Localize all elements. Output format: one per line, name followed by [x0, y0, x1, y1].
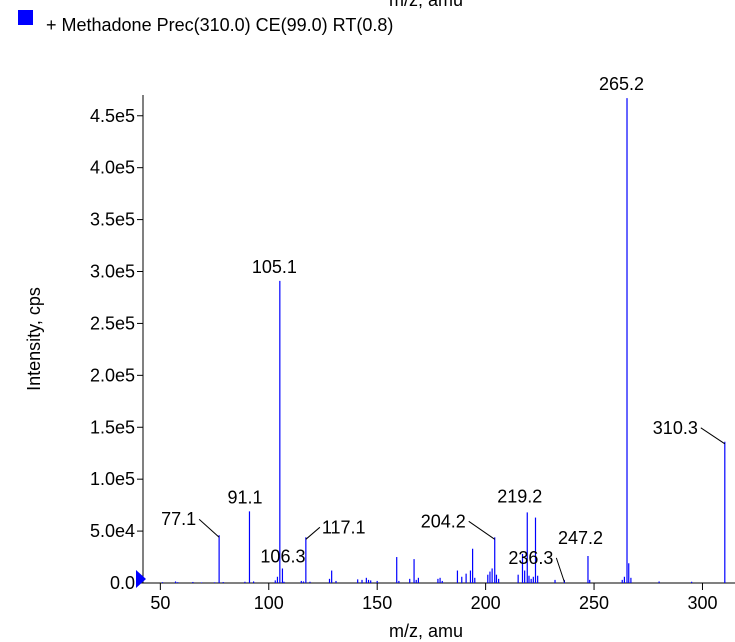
- y-axis-title: Intensity, cps: [24, 287, 44, 391]
- peak-label-leader: [700, 427, 726, 445]
- peak-label: 247.2: [558, 528, 603, 548]
- y-axis-ticks: 0.0 5.0e4 1.0e5 1.5e5 2.0e5 2.5e5 3.0e5 3.5e5 4.…: [90, 106, 143, 593]
- x-tick-label: 250: [579, 593, 609, 613]
- spectrum-peaks: [161, 98, 726, 583]
- peak-label: 91.1: [227, 487, 262, 507]
- x-axis-ticks: 50 100 150 200 250 300: [150, 583, 717, 613]
- y-tick-label: 1.5e5: [90, 417, 135, 437]
- peak-label: 117.1: [322, 517, 366, 537]
- legend-label: + Methadone Prec(310.0) CE(99.0) RT(0.8): [46, 15, 393, 35]
- peak-label-leader: [555, 557, 565, 583]
- peak-label-leader: [198, 518, 220, 538]
- peak-annotations: 77.1 91.1 105.1 106.3 117.1 204.2 219.2 236.324…: [161, 74, 726, 583]
- peak-label: 219.2: [497, 486, 542, 506]
- y-tick-label: 3.5e5: [90, 210, 135, 230]
- peak-label: 105.1: [252, 257, 297, 277]
- peak-label: 77.1: [161, 509, 196, 529]
- y-tick-label: 4.5e5: [90, 106, 135, 126]
- peak-label: 204.2: [421, 511, 466, 531]
- y-tick-label: 1.0e5: [90, 469, 135, 489]
- x-axis-title: m/z, amu: [389, 621, 463, 641]
- y-tick-label: 5.0e4: [90, 521, 135, 541]
- y-tick-label: 4.0e5: [90, 158, 135, 178]
- x-tick-label: 150: [362, 593, 392, 613]
- peak-label: 236.3: [508, 548, 553, 568]
- x-tick-label: 100: [254, 593, 284, 613]
- axes: 0.0 5.0e4 1.0e5 1.5e5 2.0e5 2.5e5 3.0e5 3.5e5 4.…: [90, 95, 735, 613]
- x-tick-label: 50: [150, 593, 170, 613]
- clipped-axis-label: m/z, amu: [389, 0, 463, 10]
- y-tick-label: 3.0e5: [90, 262, 135, 282]
- y-tick-label: 2.0e5: [90, 365, 135, 385]
- y-tick-label: 2.5e5: [90, 313, 135, 333]
- peak-label: 265.2: [599, 74, 644, 94]
- peak-label-leader: [468, 520, 496, 540]
- origin-marker-icon: [136, 570, 146, 588]
- x-tick-label: 200: [471, 593, 501, 613]
- peak-label: 106.3: [260, 546, 305, 566]
- x-tick-label: 300: [687, 593, 717, 613]
- y-tick-label: 0.0: [110, 573, 135, 593]
- peak-label: 310.3: [653, 418, 698, 438]
- legend-marker-square: [18, 10, 33, 25]
- peak-label-leader: [305, 526, 321, 540]
- legend: + Methadone Prec(310.0) CE(99.0) RT(0.8): [18, 10, 393, 35]
